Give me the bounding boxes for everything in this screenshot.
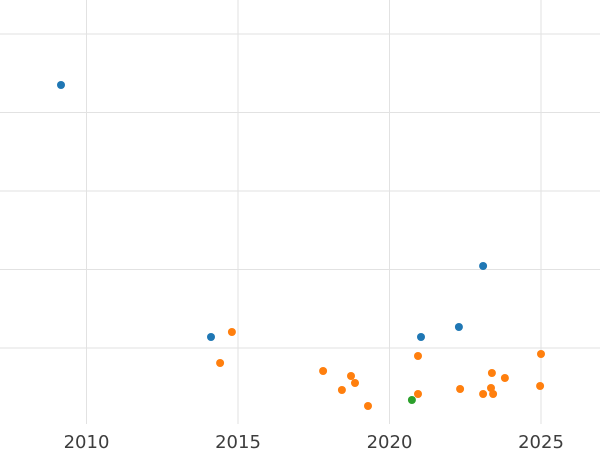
data-point-orange xyxy=(227,328,236,336)
data-point-blue xyxy=(417,333,425,341)
data-point-blue xyxy=(479,262,488,270)
data-point-orange xyxy=(479,390,488,398)
x-tick-label: 2015 xyxy=(215,432,261,450)
data-point-orange xyxy=(489,390,498,398)
data-point-orange xyxy=(414,352,422,360)
data-point-orange xyxy=(364,402,372,410)
data-point-orange xyxy=(456,385,465,393)
data-point-orange xyxy=(500,374,509,382)
data-point-orange xyxy=(351,379,359,387)
data-point-green xyxy=(407,396,416,404)
x-tick-label: 2025 xyxy=(518,432,564,450)
data-point-orange xyxy=(337,386,346,394)
data-point-orange xyxy=(319,367,328,375)
data-point-orange xyxy=(537,350,545,358)
data-point-orange xyxy=(487,384,495,392)
data-point-blue xyxy=(454,323,463,331)
data-point-orange xyxy=(414,390,422,398)
data-point-blue xyxy=(57,81,65,89)
x-tick-label: 2020 xyxy=(367,432,413,450)
data-point-orange xyxy=(216,359,225,367)
x-tick-label: 2010 xyxy=(64,432,110,450)
data-point-orange xyxy=(347,372,355,380)
data-point-blue xyxy=(207,333,215,341)
data-point-orange xyxy=(487,369,496,377)
data-point-orange xyxy=(536,382,545,390)
